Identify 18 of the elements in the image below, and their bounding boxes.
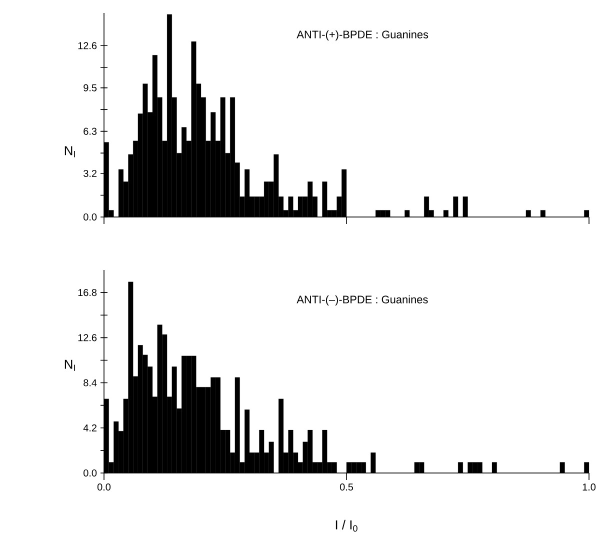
- y-tick-label: 0.0: [84, 213, 97, 221]
- y-tick-label: 4.2: [83, 424, 96, 432]
- x-axis-title: I / I$_{0}$: [336, 520, 358, 532]
- y-tick-label: 12.6: [78, 42, 97, 50]
- x-tick-label: 1.0: [582, 484, 596, 491]
- y-axis-title: N$_{I}$: [64, 146, 75, 158]
- y-tick-label: 3.2: [84, 170, 96, 177]
- y-axis-title: N$_{I}$: [64, 360, 75, 371]
- y-tick-label: 12.6: [78, 334, 97, 342]
- x-tick-label: 0.5: [340, 484, 354, 491]
- y-tick-label: 16.8: [78, 289, 97, 296]
- y-tick-label: 9.5: [84, 84, 97, 92]
- text: ANTI-(+)-BPDE : Guanines: [296, 30, 428, 41]
- text: ANTI-(–)-BPDE : Guanines: [296, 295, 428, 306]
- y-tick-label: 6.3: [84, 128, 97, 135]
- x-tick-label: 0.0: [97, 484, 111, 491]
- y-tick-label: 0.0: [84, 469, 97, 477]
- y-tick-label: 8.4: [84, 379, 97, 386]
